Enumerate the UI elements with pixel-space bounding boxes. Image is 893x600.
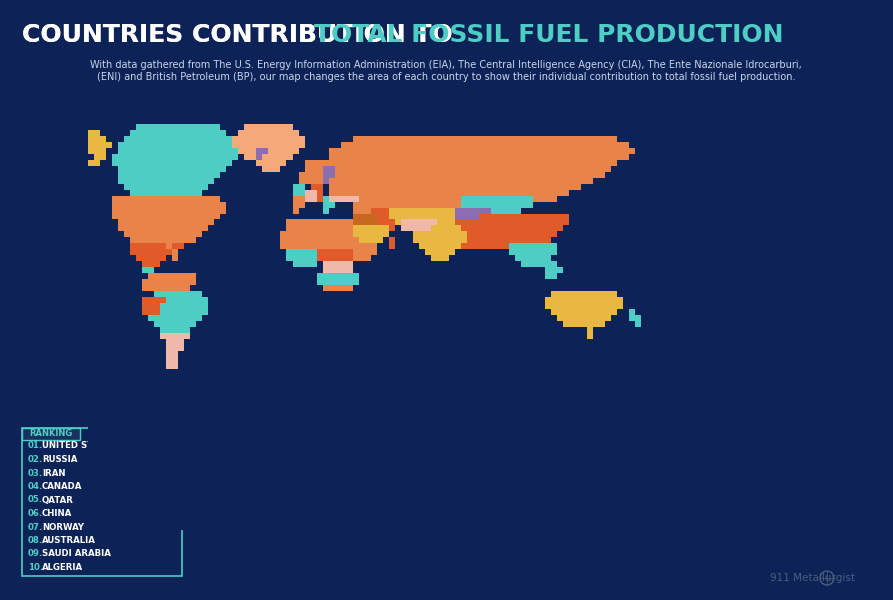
Text: RANKING: RANKING: [29, 430, 72, 439]
Text: AUSTRALIA: AUSTRALIA: [42, 536, 96, 545]
Text: SAUDI ARABIA: SAUDI ARABIA: [42, 550, 111, 559]
Bar: [22, 428, 182, 576]
Text: 03.: 03.: [28, 469, 43, 478]
Text: 05.: 05.: [28, 496, 43, 505]
Text: (ENI) and British Petroleum (BP), our map changes the area of each country to sh: (ENI) and British Petroleum (BP), our ma…: [96, 72, 796, 82]
Text: CANADA: CANADA: [42, 482, 82, 491]
Text: 08.: 08.: [28, 536, 43, 545]
Text: COUNTRIES CONTRIBUTION TO: COUNTRIES CONTRIBUTION TO: [22, 23, 462, 47]
Text: 10.: 10.: [28, 563, 43, 572]
Text: COUNTRIES CONTRIBUTION TO: COUNTRIES CONTRIBUTION TO: [22, 23, 462, 47]
Text: 04.: 04.: [28, 482, 44, 491]
Text: UNITED STATES OF AMERICA: UNITED STATES OF AMERICA: [42, 442, 179, 451]
Text: 911 Metallurgist: 911 Metallurgist: [770, 573, 855, 583]
Text: RUSSIA: RUSSIA: [42, 455, 78, 464]
Text: 07.: 07.: [28, 523, 44, 532]
Bar: [22, 428, 80, 440]
Text: 02.: 02.: [28, 455, 43, 464]
Text: 06.: 06.: [28, 509, 43, 518]
Text: 01.: 01.: [28, 442, 43, 451]
Text: NORWAY: NORWAY: [42, 523, 84, 532]
Text: CHINA: CHINA: [42, 509, 72, 518]
Text: With data gathered from The U.S. Energy Information Administration (EIA), The Ce: With data gathered from The U.S. Energy …: [90, 60, 802, 70]
Text: ALGERIA: ALGERIA: [42, 563, 83, 572]
Text: IRAN: IRAN: [42, 469, 65, 478]
Text: 09.: 09.: [28, 550, 43, 559]
Text: TOTAL FOSSIL FUEL PRODUCTION: TOTAL FOSSIL FUEL PRODUCTION: [313, 23, 783, 47]
Text: QATAR: QATAR: [42, 496, 74, 505]
